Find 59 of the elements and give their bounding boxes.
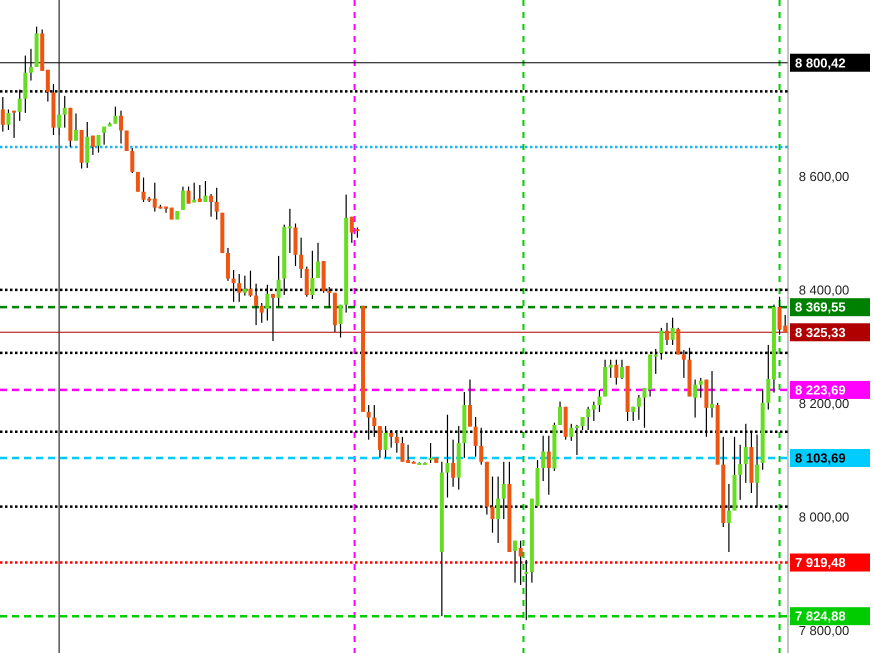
candlestick [518, 540, 523, 586]
candlestick [260, 302, 264, 324]
candlestick [592, 401, 596, 422]
candlestick [113, 106, 118, 124]
candlestick [513, 540, 518, 584]
candlestick [214, 187, 219, 220]
ref-line-label: 8 325,33 [795, 324, 846, 340]
y-tick-label: 8 200,00 [798, 396, 850, 411]
candlestick [288, 208, 292, 254]
candlestick [451, 439, 456, 488]
candlestick [541, 435, 546, 482]
candlestick [203, 180, 208, 203]
candlestick [546, 435, 551, 496]
candlestick [338, 304, 343, 338]
candlestick [270, 293, 275, 342]
candlestick [738, 444, 742, 500]
candlestick [96, 134, 100, 154]
candlestick [209, 193, 214, 218]
candlestick [636, 394, 641, 420]
candlestick [192, 182, 196, 204]
candlestick [698, 377, 703, 398]
candlestick [198, 184, 202, 203]
ref-line-label: 7 824,88 [795, 608, 846, 624]
ref-line-label: 8 800,42 [795, 55, 846, 70]
candlestick [670, 317, 675, 346]
candlestick [6, 108, 10, 131]
candlestick [0, 96, 5, 132]
ref-line-label: 8 223,69 [795, 382, 846, 398]
candlestick [558, 401, 562, 426]
y-tick-label: 8 000,00 [798, 509, 850, 524]
candlestick [130, 147, 134, 174]
candlestick [597, 389, 602, 412]
candlestick [124, 130, 129, 152]
candlestick [136, 171, 140, 192]
ref-line-label: 7 919,48 [795, 555, 846, 570]
candlestick [586, 406, 590, 431]
candlestick [12, 110, 16, 138]
ref-line-label: 8 103,69 [795, 450, 846, 466]
candlestick [693, 378, 698, 418]
candlestick [614, 359, 618, 386]
candlestick [180, 186, 185, 211]
candlestick [102, 126, 106, 146]
candlestick [119, 110, 124, 144]
y-tick-label: 7 800,00 [798, 622, 850, 638]
candlestick [631, 406, 636, 422]
candlestick [664, 322, 669, 346]
candlestick [710, 370, 714, 418]
candlestick [186, 186, 191, 204]
candlestick [74, 112, 78, 142]
candlestick [90, 134, 95, 156]
candlestick [468, 378, 472, 428]
y-tick-label: 8 400,00 [798, 282, 850, 298]
y-tick-label: 8 600,00 [798, 168, 850, 184]
candlestick [299, 237, 304, 279]
candlestick [62, 95, 67, 128]
candlestick [316, 242, 320, 279]
ref-line-label: 8 369,55 [795, 300, 846, 315]
candlestick [620, 359, 624, 380]
candlestick [524, 559, 528, 621]
